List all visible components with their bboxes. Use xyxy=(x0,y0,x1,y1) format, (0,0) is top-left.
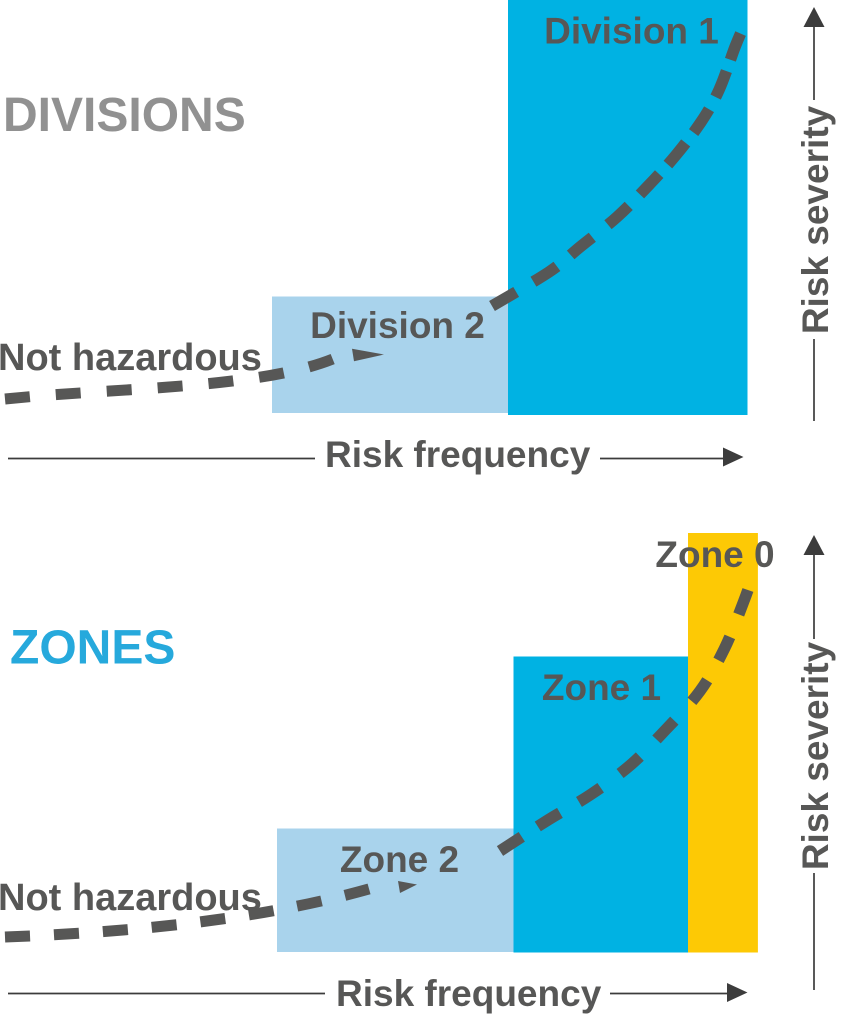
svg-text:Not hazardous: Not hazardous xyxy=(0,337,262,379)
svg-text:Zone 0: Zone 0 xyxy=(655,534,774,575)
svg-text:ZONES: ZONES xyxy=(10,622,175,675)
svg-text:Not hazardous: Not hazardous xyxy=(0,877,262,919)
svg-text:Zone 1: Zone 1 xyxy=(542,667,661,708)
svg-text:DIVISIONS: DIVISIONS xyxy=(3,89,246,142)
svg-text:Risk frequency: Risk frequency xyxy=(336,973,602,1014)
svg-text:Zone 2: Zone 2 xyxy=(340,839,459,880)
svg-text:Risk severity: Risk severity xyxy=(795,105,836,334)
svg-text:Risk severity: Risk severity xyxy=(795,641,836,870)
svg-text:Division 1: Division 1 xyxy=(544,11,719,52)
svg-text:Division 2: Division 2 xyxy=(310,305,485,346)
svg-text:Risk frequency: Risk frequency xyxy=(325,434,591,475)
